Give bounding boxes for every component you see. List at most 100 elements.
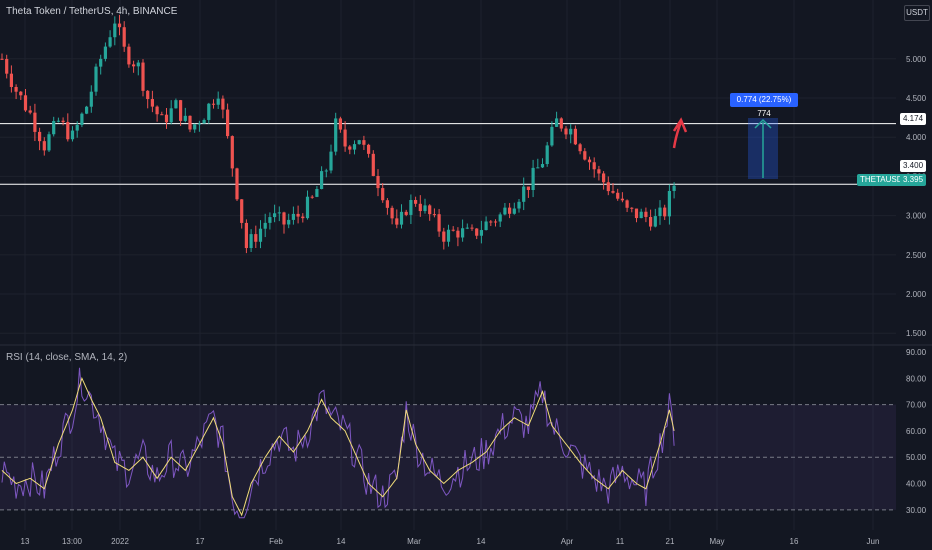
candle-body [75, 124, 79, 131]
candle-body [89, 91, 93, 107]
candle-body [226, 109, 230, 137]
rsi-tick-label: 80.00 [906, 374, 927, 383]
candle-body [329, 151, 333, 171]
x-tick-label: 13 [21, 537, 30, 546]
x-tick-label: Jun [867, 537, 880, 546]
candle-body [28, 110, 32, 113]
candle-body [395, 218, 399, 225]
candle-body [399, 211, 404, 225]
rsi-tick-label: 90.00 [906, 348, 927, 357]
candle-body [404, 211, 408, 215]
candle-body [258, 228, 263, 242]
candle-body [489, 221, 493, 223]
candle-body [254, 234, 258, 242]
red-arrowhead-icon [672, 117, 688, 133]
candle-body [207, 103, 211, 120]
x-tick-label: Feb [269, 537, 283, 546]
candle-body [479, 230, 483, 236]
candle-body [498, 214, 502, 222]
x-tick-label: Mar [407, 537, 421, 546]
candle-body [296, 213, 300, 217]
candle-body [616, 192, 620, 199]
y-tick-label: 5.000 [906, 55, 927, 64]
rsi-axis-labels: 90.00 80.00 70.00 60.00 50.00 40.00 30.00 [906, 348, 927, 515]
candle-body [5, 58, 9, 74]
candle-body [188, 115, 192, 130]
candle-body [33, 112, 37, 132]
candle-body [465, 227, 469, 229]
candle-body [381, 188, 385, 201]
candle-body [282, 212, 286, 225]
candle-body [263, 222, 267, 229]
candle-body [216, 98, 220, 105]
candle-body [423, 205, 427, 212]
candle-body [437, 214, 441, 232]
candle-body [164, 114, 169, 123]
line-high-label: 4.174 [900, 113, 927, 125]
candle-body [310, 196, 314, 198]
candle-body [658, 207, 662, 217]
candle-body [141, 62, 145, 91]
candle-body [235, 168, 239, 200]
candle-body [602, 173, 606, 183]
candle-body [536, 167, 540, 169]
candle-body [99, 58, 103, 67]
candle-body [113, 23, 117, 38]
candle-body [428, 205, 432, 215]
candle-body [338, 118, 342, 130]
candle-body [183, 115, 187, 121]
candle-body [249, 234, 253, 249]
candle-body [14, 86, 18, 92]
candle-body [56, 120, 60, 122]
candle-body [117, 23, 122, 28]
candle-body [47, 134, 51, 151]
candle-body [343, 129, 347, 147]
candle-body [179, 100, 183, 121]
candle-body [103, 46, 107, 59]
candle-body [66, 122, 70, 140]
candle-body [362, 140, 366, 145]
candle-body [357, 140, 361, 145]
candle-body [550, 126, 554, 146]
measure-label: 0.774 (22.75%) 774 [730, 93, 798, 118]
x-tick-label: May [709, 537, 724, 546]
candle-body [70, 130, 75, 140]
y-tick-label: 2.500 [906, 251, 927, 260]
candle-body [512, 208, 516, 214]
candle-body [451, 229, 455, 231]
candle-body [531, 167, 535, 191]
candle-body [371, 153, 375, 176]
rsi-tick-label: 50.00 [906, 453, 927, 462]
candle-body [508, 207, 512, 214]
candle-body [85, 106, 89, 114]
candle-body [653, 216, 657, 227]
candle-body [456, 230, 460, 238]
rsi-tick-label: 70.00 [906, 401, 927, 410]
candle-body [146, 90, 150, 100]
candle-body [174, 100, 178, 109]
horizontal-lines [0, 123, 896, 185]
symbol-label: THETAUSDT [857, 174, 911, 186]
candle-body [0, 58, 4, 60]
candle-body [291, 213, 295, 220]
x-tick-label: 11 [616, 537, 625, 546]
candle-body [155, 106, 159, 115]
candle-body [136, 62, 140, 67]
candle-body [418, 203, 422, 212]
candle-body [230, 136, 234, 169]
candle-body [38, 131, 42, 142]
candle-body [122, 27, 126, 47]
currency-button[interactable]: USDT [904, 5, 930, 21]
candle-body [367, 144, 371, 154]
candle-body [578, 144, 582, 152]
candle-body [376, 175, 380, 189]
y-tick-label: 3.000 [906, 212, 927, 221]
measure-arrowhead [754, 118, 772, 129]
candle-body [23, 95, 28, 111]
candle-body [461, 228, 465, 238]
candle-body [630, 207, 634, 209]
candle-body [315, 189, 319, 197]
y-tick-label: 4.000 [906, 133, 927, 142]
chart-title: Theta Token / TetherUS, 4h, BINANCE [6, 6, 178, 17]
